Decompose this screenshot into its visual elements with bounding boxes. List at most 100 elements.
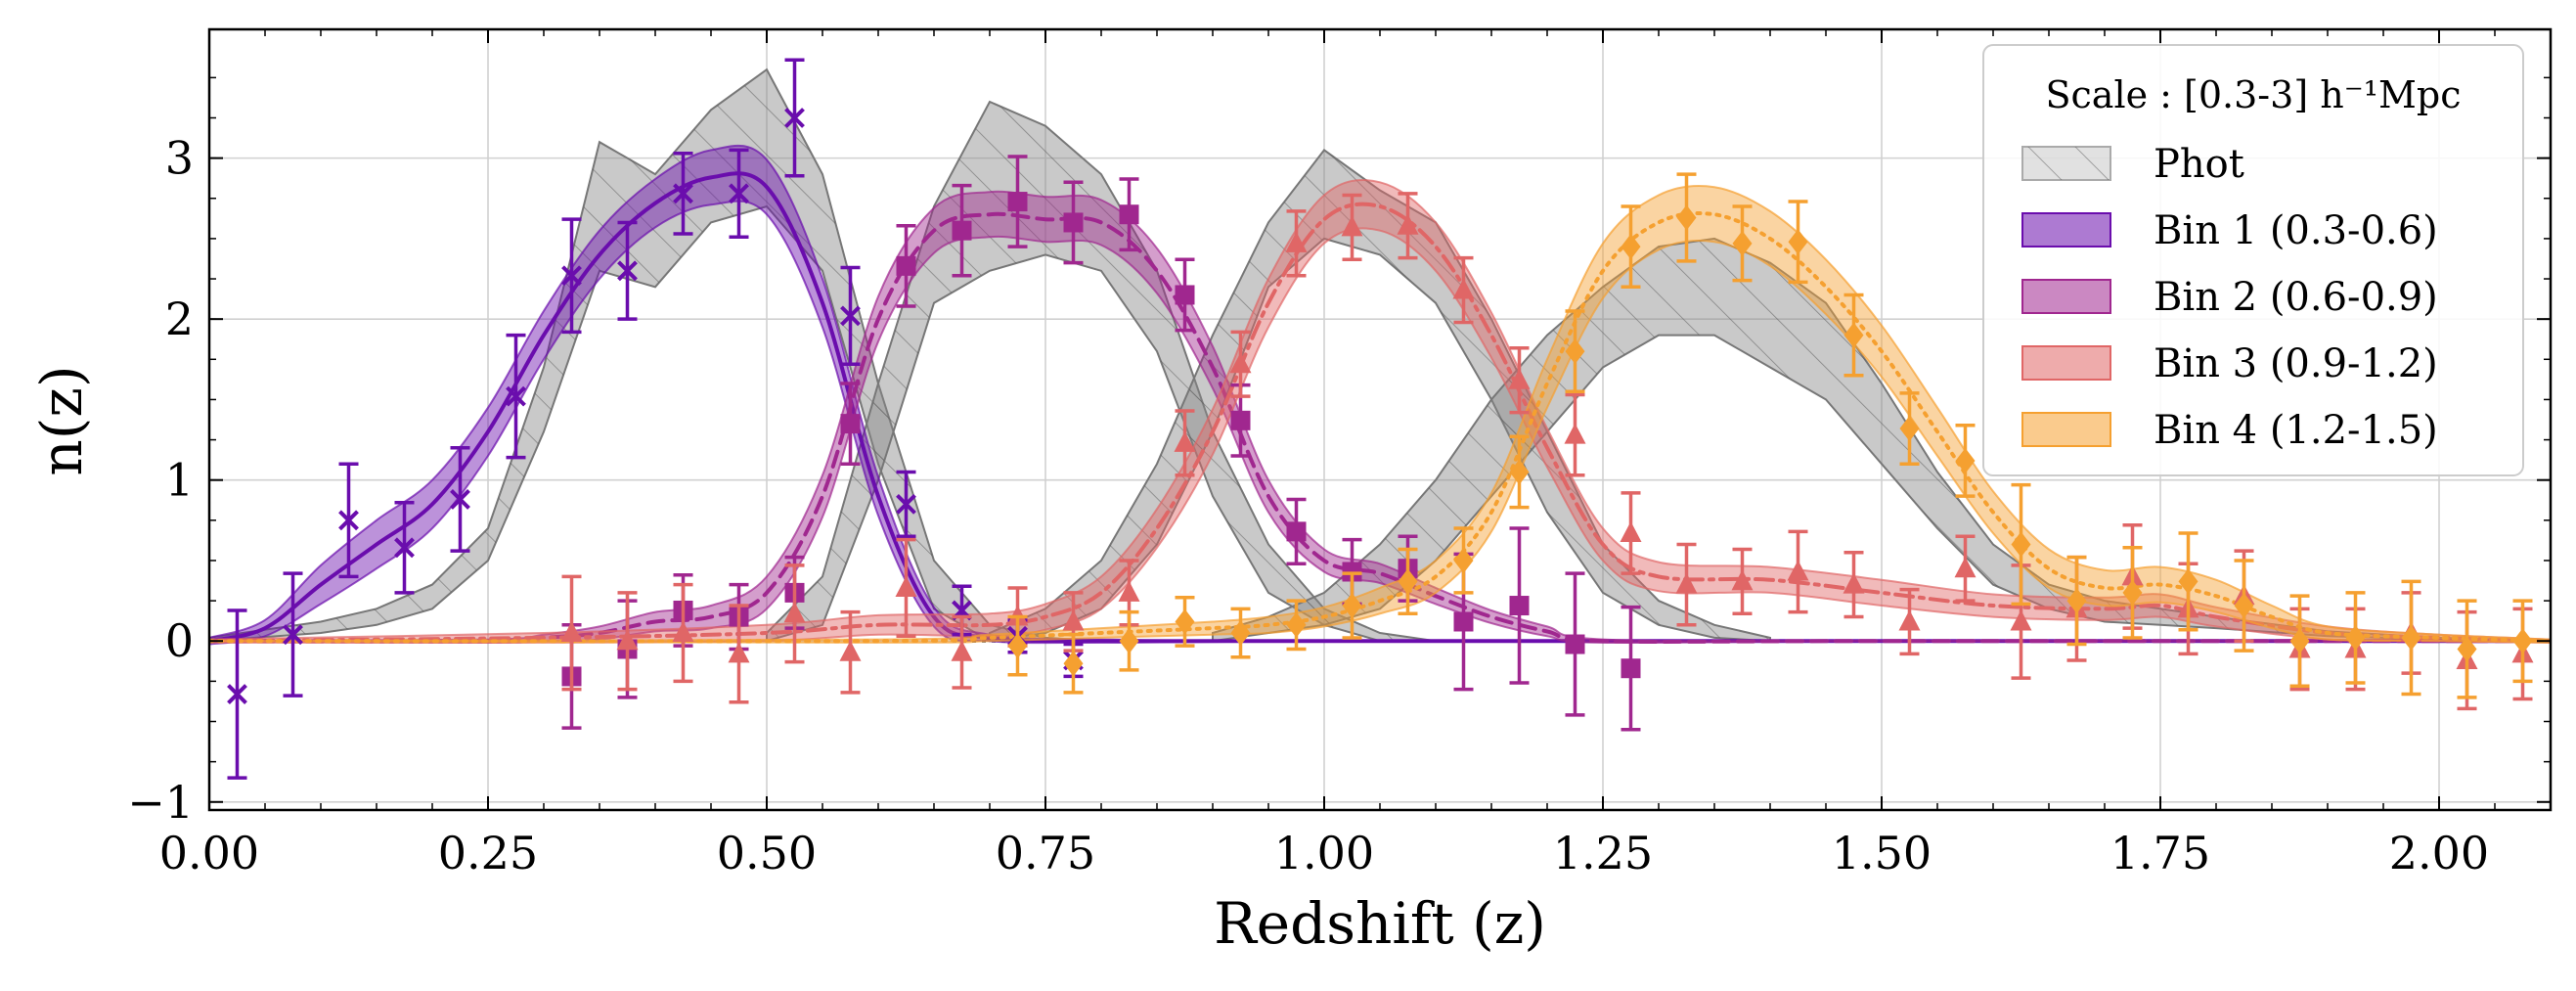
- bin-4-point: [2122, 546, 2143, 640]
- marker-square: [1286, 521, 1307, 542]
- legend-entries: Phot Bin 1 (0.3-0.6) Bin 2 (0.6-0.9) Bin 3 …: [2021, 142, 2438, 453]
- bin-4-point: [1175, 596, 1195, 648]
- legend-entry-2: Bin 2 (0.6-0.9): [2021, 275, 2438, 320]
- bin-4-point: [2289, 594, 2310, 689]
- marker-square: [1119, 204, 1139, 225]
- bin-1-point: [840, 265, 861, 366]
- marker-diamond: [1119, 628, 1139, 654]
- marker-triangle: [1118, 580, 1140, 602]
- legend-entry-1: Bin 1 (0.3-0.6): [2021, 208, 2438, 253]
- legend-entry-0: Phot: [2021, 142, 2244, 187]
- marker-diamond: [1398, 568, 1418, 595]
- bin-3-point: [1452, 255, 1475, 325]
- bin-4-point: [2234, 559, 2254, 653]
- bin-2-center-line: [209, 211, 2551, 644]
- bin-4-point: [1955, 424, 1976, 498]
- bin-3-point: [728, 604, 750, 704]
- bin-3-point: [616, 591, 639, 692]
- marker-diamond: [1732, 230, 1753, 256]
- x-tick-labels: 0.00 0.25 0.50 0.75 1.00 1.25 1.50 1.75 2.00: [159, 827, 2489, 879]
- marker-triangle: [1954, 557, 1976, 578]
- y-tick-label-1: 0: [165, 614, 194, 667]
- bin-3-point: [1620, 491, 1642, 575]
- bin-4-point: [1342, 571, 1362, 640]
- marker-triangle: [895, 575, 917, 597]
- bin-4-point: [1899, 391, 1920, 466]
- marker-triangle: [1397, 213, 1419, 235]
- bin-1-point: [729, 148, 749, 240]
- bin-3-point: [1397, 192, 1419, 260]
- bin-1-point: [784, 58, 805, 178]
- marker-diamond: [1007, 633, 1028, 659]
- marker-x: [283, 624, 303, 646]
- marker-diamond: [1175, 608, 1195, 635]
- marker-x: [338, 510, 359, 531]
- legend-title: Scale : [0.3-3] h⁻¹Mpc: [2045, 73, 2461, 116]
- marker-square: [1509, 596, 1530, 616]
- marker-x: [450, 489, 470, 510]
- phot-band-hatch-2: [767, 102, 1436, 642]
- bin-data-points: [227, 58, 2534, 780]
- marker-diamond: [1342, 593, 1362, 619]
- marker-diamond: [1509, 459, 1530, 485]
- marker-diamond: [2401, 624, 2421, 651]
- bin-1-point: [617, 220, 638, 321]
- marker-x: [506, 385, 526, 407]
- marker-triangle: [1564, 423, 1586, 444]
- marker-x: [784, 108, 805, 128]
- marker-diamond: [2178, 568, 2198, 595]
- legend-swatch-4: [2021, 412, 2111, 447]
- marker-x: [617, 260, 638, 282]
- bin-2-point: [952, 183, 972, 278]
- marker-x: [227, 684, 247, 704]
- bin-4-point: [2457, 599, 2477, 699]
- marker-square: [952, 220, 972, 241]
- marker-triangle: [1174, 430, 1196, 452]
- bin-2-point: [1175, 257, 1195, 333]
- legend-label-0: Phot: [2154, 142, 2244, 187]
- y-tick-label-2: 1: [165, 454, 194, 507]
- marker-triangle: [783, 602, 806, 623]
- marker-triangle: [839, 640, 862, 661]
- marker-square: [1621, 658, 1641, 679]
- y-axis-label: n(z): [28, 365, 95, 475]
- marker-triangle: [1843, 572, 1865, 594]
- marker-triangle: [1285, 231, 1308, 252]
- bin-4-point: [1453, 526, 1474, 595]
- legend-swatch-1: [2021, 212, 2111, 248]
- bin-4-point: [1843, 293, 1864, 378]
- bin-1-point: [450, 446, 470, 553]
- marker-triangle: [1341, 215, 1363, 237]
- bin-2-point: [1286, 497, 1307, 566]
- bin-1-point: [561, 217, 582, 335]
- phot-band-hatch-4: [1213, 238, 2551, 642]
- marker-triangle: [672, 621, 694, 643]
- bin-4-point: [1788, 200, 1808, 285]
- bin-4-point: [2011, 482, 2031, 607]
- x-tick-label-8: 2.00: [2389, 827, 2489, 879]
- marker-triangle: [951, 640, 973, 661]
- marker-x: [673, 183, 693, 204]
- y-tick-label-0: −1: [127, 776, 194, 829]
- bin-3-point: [1898, 587, 1921, 656]
- bin-1-point: [338, 462, 359, 579]
- marker-diamond: [2122, 579, 2143, 606]
- marker-square: [1453, 611, 1474, 632]
- marker-triangle: [1620, 520, 1642, 542]
- marker-diamond: [1843, 322, 1864, 348]
- legend-frame: [1982, 44, 2524, 476]
- legend-entry-4: Bin 4 (1.2-1.5): [2021, 408, 2438, 453]
- legend-label-2: Bin 2 (0.6-0.9): [2154, 275, 2438, 320]
- marker-square: [1230, 410, 1251, 430]
- bin-2-point: [1621, 605, 1641, 732]
- bin-3-point: [1675, 542, 1698, 627]
- marker-triangle: [1508, 368, 1531, 389]
- marker-triangle: [1229, 352, 1252, 374]
- x-tick-label-1: 0.25: [438, 827, 538, 879]
- x-tick-label-4: 1.00: [1274, 827, 1374, 879]
- bin-3-point: [1285, 209, 1308, 278]
- x-tick-label-2: 0.50: [717, 827, 817, 879]
- marker-x: [896, 493, 916, 515]
- legend-label-1: Bin 1 (0.3-0.6): [2154, 208, 2438, 253]
